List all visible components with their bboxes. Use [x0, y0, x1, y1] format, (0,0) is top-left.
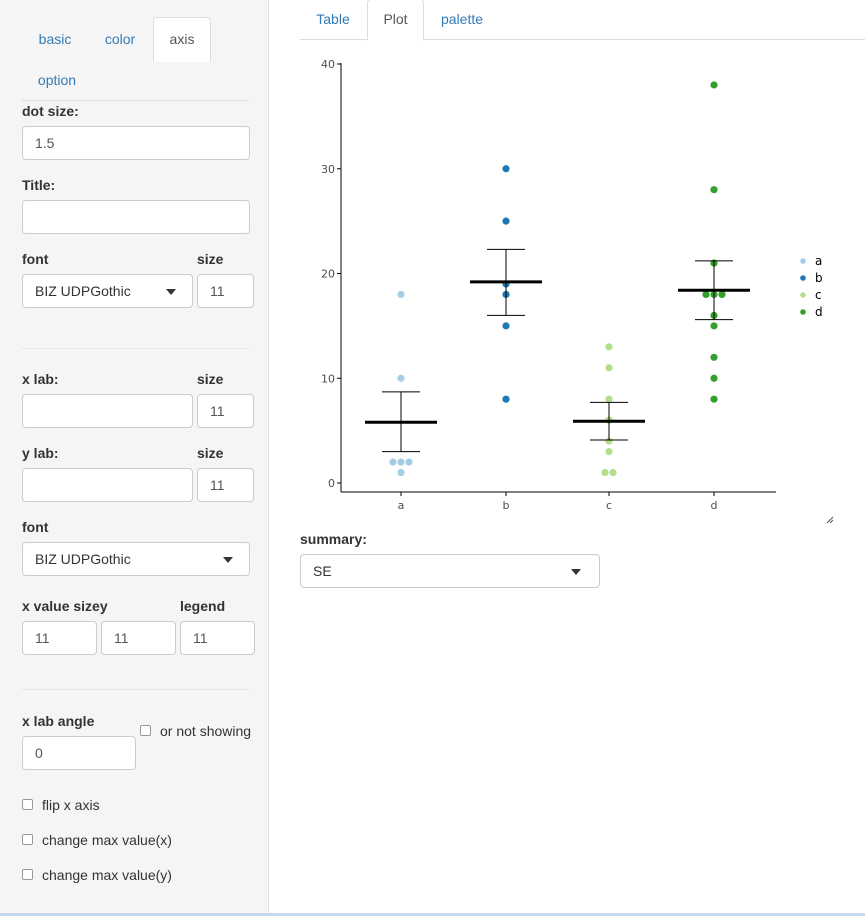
- tab-palette[interactable]: palette: [440, 11, 484, 27]
- tab-plot[interactable]: Plot: [367, 0, 424, 41]
- y-tick-label: 20: [321, 268, 335, 281]
- ylab-size-label: size: [197, 445, 224, 461]
- tab-color[interactable]: color: [104, 31, 136, 47]
- legend-key-c: [800, 292, 806, 298]
- chevron-down-icon: [166, 289, 176, 295]
- max-x-label: change max value(x): [42, 832, 172, 848]
- xlab-size-input[interactable]: 11: [197, 394, 254, 428]
- data-point-d: [710, 395, 718, 403]
- data-point-c: [609, 468, 617, 477]
- font-label: font: [22, 251, 49, 267]
- chevron-down-icon: [223, 557, 233, 563]
- data-point-d: [710, 374, 718, 382]
- legend-label-c: c: [815, 288, 822, 302]
- tab-table[interactable]: Table: [316, 11, 350, 27]
- font-select-value: BIZ UDPGothic: [35, 283, 131, 299]
- x-tick-label: a: [398, 499, 405, 512]
- data-point-d: [710, 322, 718, 330]
- ylab-input[interactable]: [22, 468, 193, 502]
- max-x-checkbox[interactable]: [22, 834, 33, 845]
- x-tick-label: c: [606, 499, 612, 512]
- data-point-c: [605, 437, 613, 445]
- tab-divider: [423, 39, 865, 40]
- ylab-size-input[interactable]: 11: [197, 468, 254, 502]
- font-size-label: size: [197, 251, 224, 267]
- resize-handle-icon: [826, 516, 834, 524]
- data-point-c: [605, 343, 613, 351]
- max-y-checkbox[interactable]: [22, 869, 33, 880]
- data-point-d: [710, 186, 718, 194]
- xlab-angle-label: x lab angle: [22, 713, 95, 729]
- ylab-label: y lab:: [22, 445, 59, 461]
- y-tick-label: 0: [328, 477, 335, 490]
- y-tick-label: 30: [321, 163, 335, 176]
- font-select[interactable]: BIZ UDPGothic: [22, 274, 193, 308]
- data-point-d: [710, 353, 718, 361]
- data-point-a: [397, 374, 405, 382]
- y-tick-label: 40: [321, 58, 335, 71]
- tab-axis[interactable]: axis: [153, 17, 211, 62]
- font-select-2-value: BIZ UDPGothic: [35, 551, 131, 567]
- data-point-a: [389, 458, 397, 466]
- summary-select-value: SE: [313, 563, 332, 579]
- dot-size-label: dot size:: [22, 103, 79, 119]
- data-point-c: [605, 447, 613, 456]
- not-showing-label: or not showing: [160, 723, 252, 739]
- x-tick-label: d: [711, 499, 718, 512]
- legend-label-d: d: [815, 305, 823, 319]
- legend-key-b: [800, 275, 806, 281]
- data-point-a: [397, 468, 405, 477]
- font-select-2[interactable]: BIZ UDPGothic: [22, 542, 250, 576]
- data-point-b: [502, 217, 510, 225]
- not-showing-checkbox[interactable]: [140, 725, 151, 736]
- sidebar-panel: basic color axis option dot size: 1.5 Ti…: [0, 0, 269, 916]
- tab-option[interactable]: option: [37, 72, 77, 88]
- font-label-2: font: [22, 519, 49, 535]
- value-size-label: x value sizey: [22, 598, 108, 614]
- divider: [22, 689, 249, 690]
- tab-divider: [300, 39, 367, 40]
- data-point-a: [405, 458, 413, 466]
- title-input[interactable]: [22, 200, 250, 234]
- y-tick-label: 10: [321, 372, 335, 385]
- x-value-size-input[interactable]: 11: [22, 621, 97, 655]
- divider: [22, 348, 249, 349]
- dot-size-input[interactable]: 1.5: [22, 126, 250, 160]
- legend-size-label: legend: [180, 598, 226, 614]
- data-point-b: [502, 322, 510, 330]
- summary-select[interactable]: SE: [300, 554, 600, 588]
- x-tick-label: b: [503, 499, 510, 512]
- font-size-input[interactable]: 11: [197, 274, 254, 308]
- data-point-d: [702, 290, 710, 299]
- xlab-input[interactable]: [22, 394, 193, 428]
- legend-key-a: [800, 258, 806, 264]
- tab-basic[interactable]: basic: [38, 31, 72, 47]
- flip-x-checkbox[interactable]: [22, 799, 33, 810]
- data-point-a: [397, 290, 405, 299]
- xlab-size-label: size: [197, 371, 224, 387]
- y-value-size-input[interactable]: 11: [101, 621, 176, 655]
- chevron-down-icon: [571, 569, 581, 575]
- legend-size-input[interactable]: 11: [180, 621, 255, 655]
- data-point-b: [502, 165, 510, 173]
- data-point-a: [397, 458, 405, 466]
- data-point-c: [605, 364, 613, 372]
- data-point-b: [502, 395, 510, 403]
- summary-label: summary:: [300, 531, 367, 547]
- page-bottom-bar: [0, 913, 865, 916]
- data-point-d: [718, 290, 726, 299]
- legend-label-a: a: [815, 254, 822, 268]
- max-y-label: change max value(y): [42, 867, 172, 883]
- data-point-d: [710, 81, 718, 89]
- xlab-label: x lab:: [22, 371, 59, 387]
- data-point-c: [601, 468, 609, 477]
- legend-label-b: b: [815, 271, 823, 285]
- title-label: Title:: [22, 177, 56, 193]
- legend-key-d: [800, 309, 806, 315]
- tab-divider: [22, 100, 249, 101]
- flip-x-label: flip x axis: [42, 797, 100, 813]
- data-point-c: [605, 395, 613, 403]
- xlab-angle-input[interactable]: 0: [22, 736, 136, 770]
